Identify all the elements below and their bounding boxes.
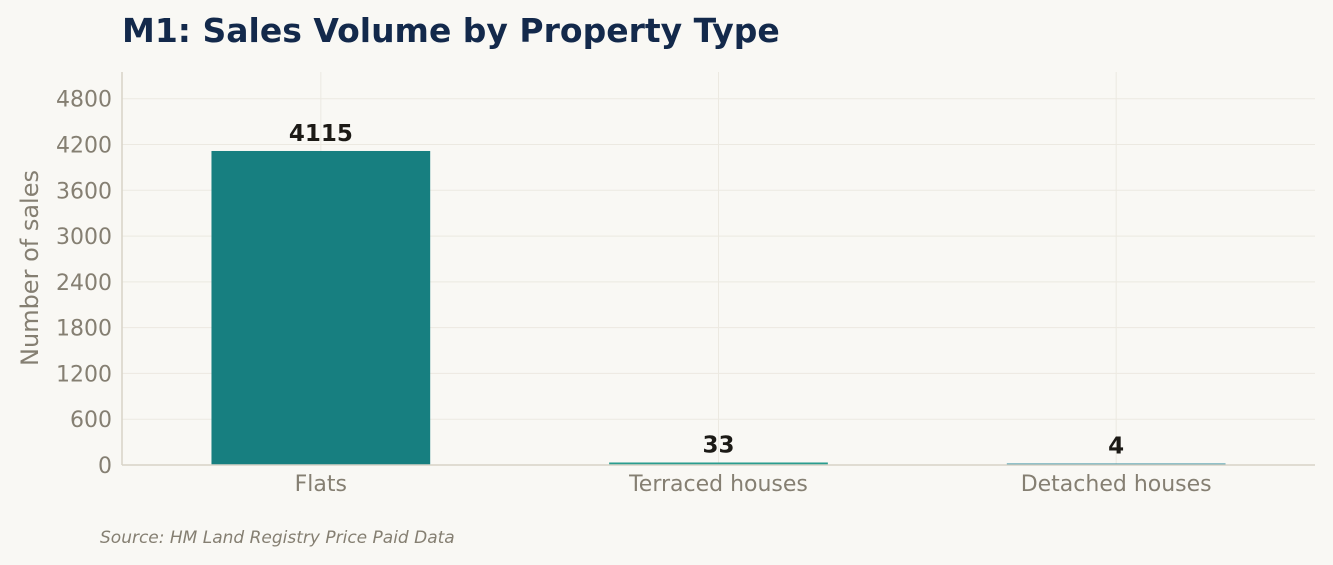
y-tick-label: 3000 xyxy=(56,225,112,250)
data-label: 4 xyxy=(1108,434,1124,460)
x-tick-label: Terraced houses xyxy=(628,472,808,497)
x-tick-label: Detached houses xyxy=(1021,472,1212,497)
bar xyxy=(609,462,828,465)
y-tick-label: 2400 xyxy=(56,271,112,296)
chart-title: M1: Sales Volume by Property Type xyxy=(122,11,780,50)
data-label: 4115 xyxy=(289,121,353,147)
axes-layer xyxy=(121,72,1315,466)
source-note: Source: HM Land Registry Price Paid Data xyxy=(100,528,455,548)
y-tick-label: 1800 xyxy=(56,317,112,342)
bar xyxy=(211,150,431,465)
y-tick-label: 1200 xyxy=(56,362,112,387)
y-tick-label: 3600 xyxy=(56,179,112,204)
y-axis-label: Number of sales xyxy=(16,170,44,366)
y-tick-label: 4200 xyxy=(56,133,112,158)
y-tick-label: 4800 xyxy=(56,88,112,113)
data-label: 33 xyxy=(702,432,734,458)
x-tick-label: Flats xyxy=(295,472,347,497)
y-tick-label: 600 xyxy=(70,408,112,433)
labels-layer: 0 600 1200 1800 2400 3000 3600 4200 4800 4115 Flat… xyxy=(56,88,1212,497)
bars-layer xyxy=(211,150,1226,465)
y-tick-label: 0 xyxy=(98,454,112,479)
